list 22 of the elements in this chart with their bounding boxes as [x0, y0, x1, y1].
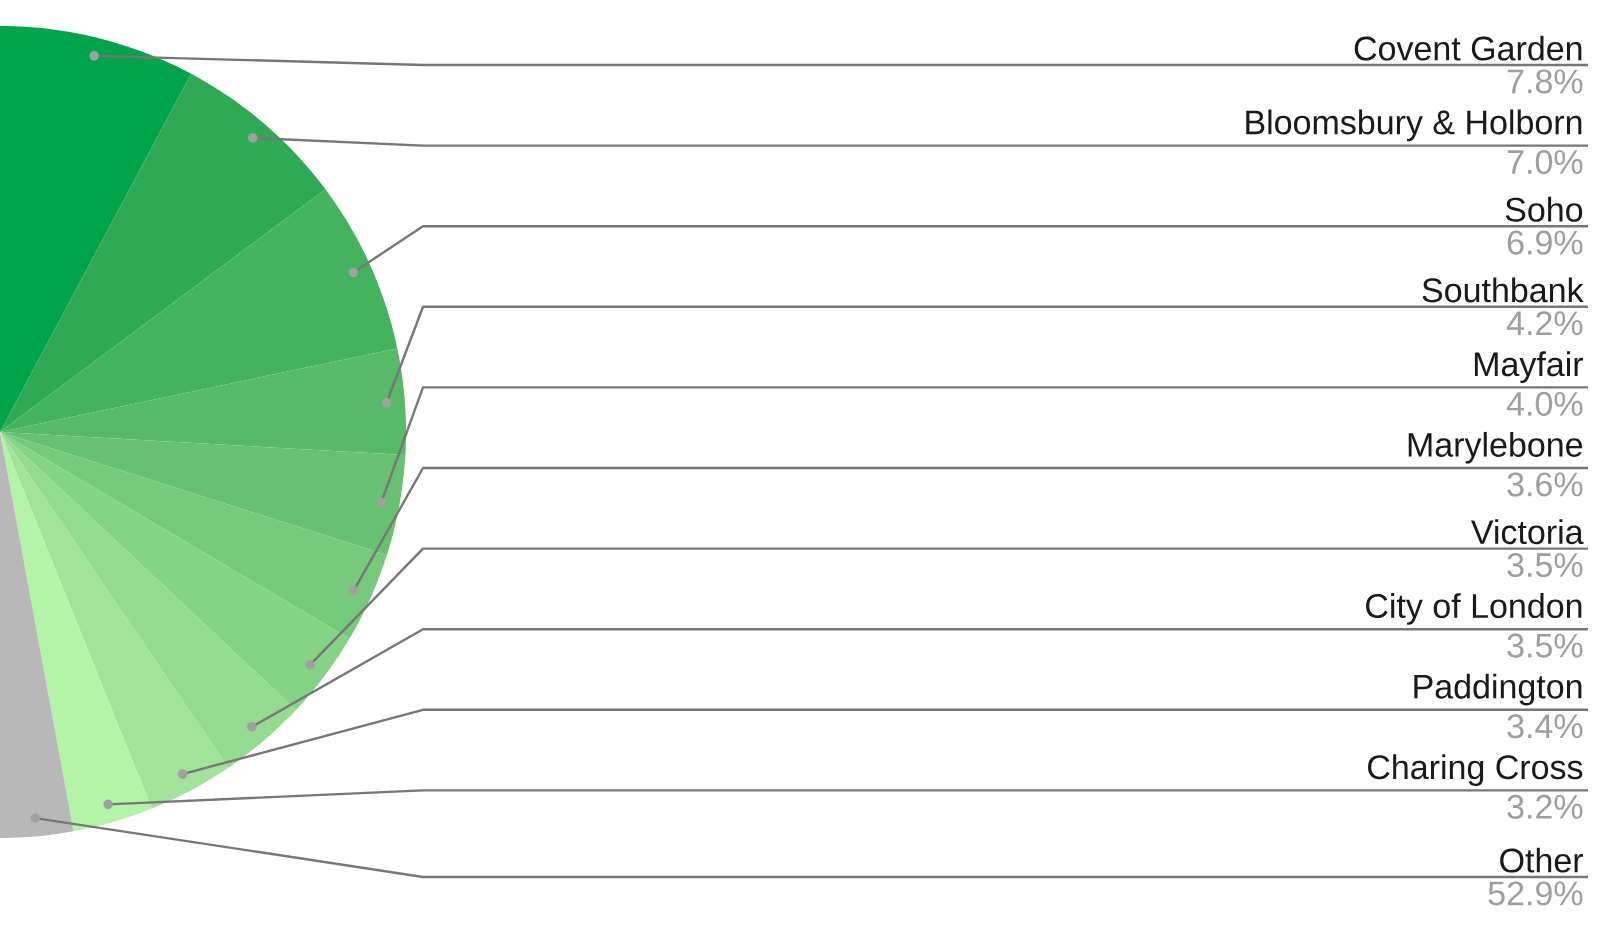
slice-label: Bloomsbury & Holborn: [1246, 109, 1582, 142]
slice-label: City of London: [1366, 593, 1582, 625]
slice-label: Other: [1500, 847, 1584, 873]
data-label: 3.4%: [1507, 714, 1583, 739]
slice-label: Mayfair: [1474, 351, 1584, 383]
data-label: 3.6%: [1507, 472, 1583, 497]
data-label: 3.5%: [1507, 633, 1583, 658]
slice-label: Marylebone: [1408, 431, 1583, 464]
slice-label: Victoria: [1471, 519, 1584, 545]
slice-label: Southbank: [1422, 277, 1584, 303]
slice-label: Charing Cross: [1368, 754, 1583, 786]
slice-label: Paddington: [1414, 673, 1582, 706]
slice-label: Soho: [1505, 196, 1583, 222]
data-label: 3.5%: [1507, 553, 1583, 578]
data-label: 7.8%: [1507, 69, 1583, 94]
data-label: 7.0%: [1507, 149, 1583, 175]
data-label: 4.2%: [1506, 311, 1583, 336]
data-label: 4.0%: [1506, 391, 1583, 416]
slice-label: Covent Garden: [1354, 35, 1582, 61]
data-label: 3.2%: [1507, 794, 1583, 819]
data-label: 6.9%: [1507, 230, 1583, 255]
data-label: 52.9%: [1488, 881, 1583, 906]
